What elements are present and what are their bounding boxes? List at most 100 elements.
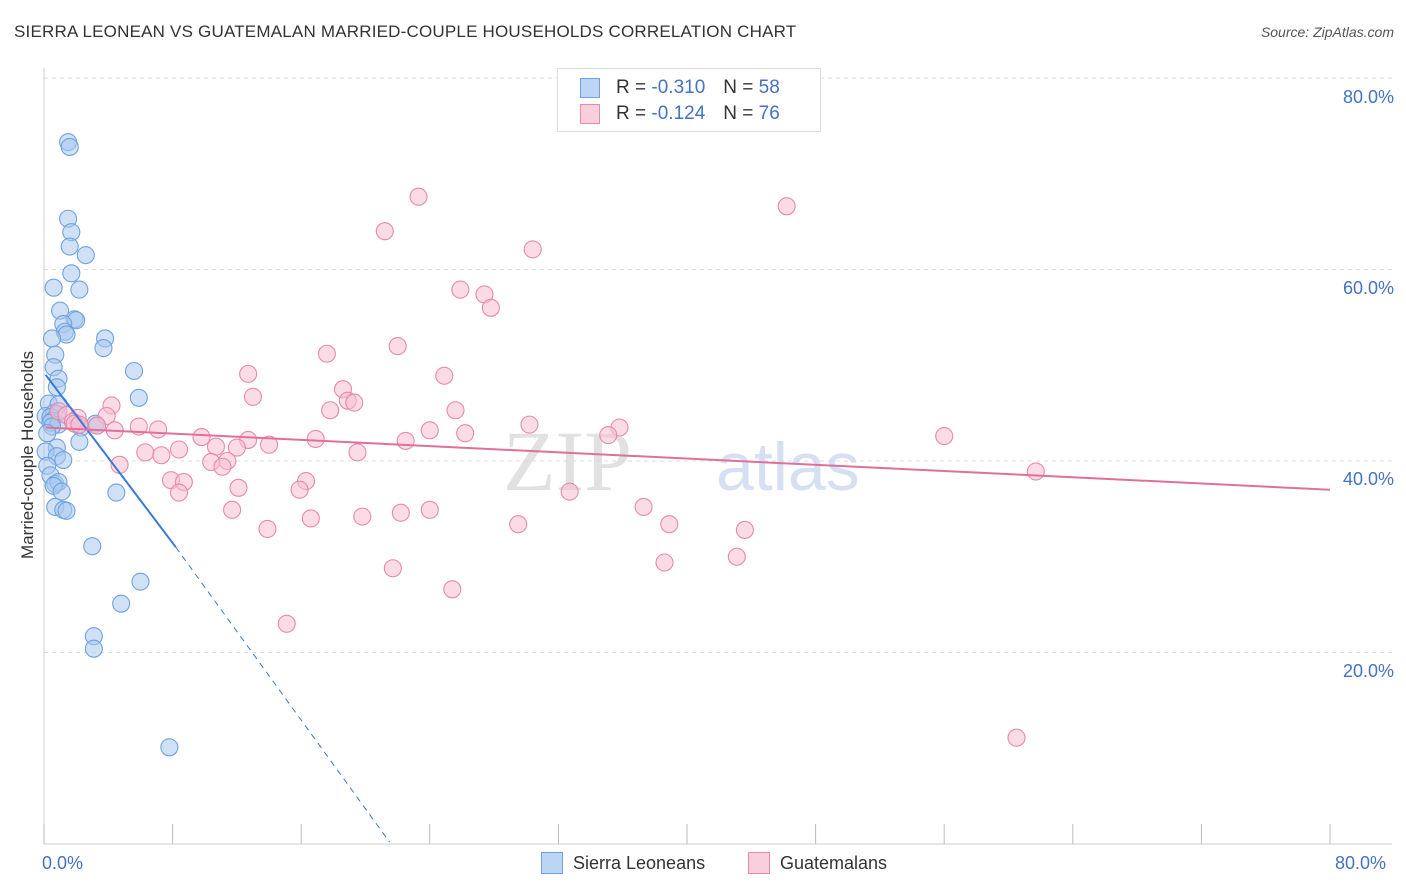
data-point xyxy=(520,415,539,434)
data-point xyxy=(306,429,325,449)
legend-swatch-pink xyxy=(580,104,600,124)
data-point xyxy=(383,559,402,578)
data-point xyxy=(152,446,171,465)
data-point xyxy=(321,401,340,420)
data-point xyxy=(634,497,653,517)
data-point xyxy=(136,443,155,462)
data-point xyxy=(727,547,746,566)
legend-label: Sierra Leoneans xyxy=(573,852,706,873)
data-point xyxy=(239,364,258,383)
legend-r-label: R = xyxy=(616,103,647,124)
data-point xyxy=(206,437,226,456)
data-point xyxy=(223,500,242,519)
data-point xyxy=(396,431,415,450)
data-point xyxy=(57,501,76,520)
chart-title: SIERRA LEONEAN VS GUATEMALAN MARRIED-COU… xyxy=(14,22,797,41)
data-point xyxy=(60,137,79,156)
data-point xyxy=(87,416,107,435)
legend-item-guatemalans: Guatemalans xyxy=(748,852,887,874)
data-point xyxy=(52,482,71,501)
data-point xyxy=(258,519,277,539)
data-point xyxy=(44,278,63,297)
data-point xyxy=(124,361,144,381)
data-point xyxy=(345,393,364,412)
data-point xyxy=(290,480,309,499)
legend-n-label: N = xyxy=(723,103,754,124)
data-point xyxy=(456,424,475,443)
data-point xyxy=(509,515,528,534)
gridlines xyxy=(44,77,1392,653)
data-point xyxy=(229,478,248,497)
data-point xyxy=(42,329,62,348)
legend-swatch-blue xyxy=(580,78,600,98)
data-point xyxy=(70,280,89,299)
data-point xyxy=(655,553,674,572)
legend-item-sierra-leoneans: Sierra Leoneans xyxy=(541,852,705,874)
legend-swatch-blue xyxy=(541,852,563,874)
data-point xyxy=(227,438,246,457)
data-point xyxy=(301,509,320,528)
chart-source: Source: ZipAtlas.com xyxy=(1260,24,1394,40)
data-point xyxy=(192,428,211,447)
data-point xyxy=(443,580,462,599)
data-point xyxy=(735,520,754,539)
data-point xyxy=(446,401,465,420)
data-point xyxy=(777,197,796,216)
data-point xyxy=(76,246,95,265)
data-point xyxy=(1026,462,1045,481)
y-tick-label-80: 80.0% xyxy=(1342,87,1394,107)
data-point xyxy=(129,417,148,436)
data-point xyxy=(660,515,679,534)
data-point xyxy=(94,338,113,358)
data-point xyxy=(83,537,102,556)
data-point xyxy=(409,187,428,206)
data-point xyxy=(62,264,81,283)
data-point xyxy=(317,344,336,363)
series-sierra-leoneans-points xyxy=(36,133,179,757)
data-point xyxy=(935,427,954,446)
data-point xyxy=(348,443,367,462)
data-point xyxy=(523,240,542,259)
legend-label: Guatemalans xyxy=(780,852,888,873)
data-point xyxy=(451,280,470,299)
legend-swatch-pink xyxy=(748,852,770,874)
series-guatemalans-points xyxy=(49,187,1045,747)
data-point xyxy=(375,222,394,241)
trend-line-1 xyxy=(45,426,1331,491)
trend-line-0 xyxy=(44,374,177,548)
data-point xyxy=(560,482,579,501)
data-point xyxy=(353,507,372,526)
data-point xyxy=(435,366,454,385)
data-point xyxy=(131,572,150,591)
y-axis-label: Married-couple Households xyxy=(18,351,37,559)
trend-line-extension-0 xyxy=(175,546,391,843)
data-point xyxy=(243,387,263,406)
data-point xyxy=(54,450,73,470)
data-point xyxy=(391,503,410,522)
y-tick-label-60: 60.0% xyxy=(1342,278,1394,298)
data-point xyxy=(388,337,407,356)
legend-row-sierra-leoneans: R = -0.310 N = 58 xyxy=(580,76,780,100)
data-point xyxy=(70,432,89,451)
legend-n-label: N = xyxy=(723,77,754,98)
data-point xyxy=(169,440,189,459)
legend-r-value: -0.124 xyxy=(651,103,706,124)
data-point xyxy=(599,426,618,445)
legend-r-value: -0.310 xyxy=(651,77,706,98)
data-point xyxy=(169,483,189,502)
data-point xyxy=(259,435,279,454)
legend-row-guatemalans: R = -0.124 N = 76 xyxy=(580,102,780,126)
legend-r-label: R = xyxy=(616,77,647,98)
data-point xyxy=(112,594,131,613)
correlation-legend: R = -0.310 N = 58 R = -0.124 N = 76 xyxy=(557,68,821,132)
data-point xyxy=(481,298,500,317)
legend-n-value: 58 xyxy=(758,77,780,98)
data-point xyxy=(60,237,79,256)
y-tick-label-40: 40.0% xyxy=(1342,469,1394,489)
data-point xyxy=(277,614,296,633)
watermark-atlas: atlas xyxy=(716,429,860,505)
data-point xyxy=(1007,728,1026,747)
data-point xyxy=(420,421,439,440)
data-point xyxy=(149,420,168,439)
